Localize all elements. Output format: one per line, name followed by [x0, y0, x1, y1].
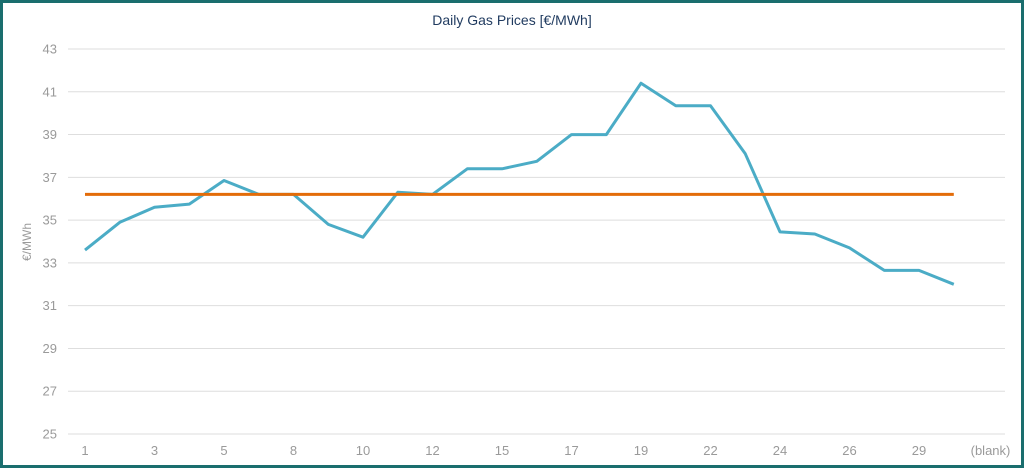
x-tick-label: 24 — [773, 443, 787, 458]
series-lines — [84, 81, 955, 286]
y-tick-label: 29 — [43, 341, 57, 356]
y-tick-label: 37 — [43, 170, 57, 185]
x-tick-label: 8 — [290, 443, 297, 458]
x-tick-label: 17 — [564, 443, 578, 458]
x-tick-label: 22 — [703, 443, 717, 458]
y-tick-label: 25 — [43, 427, 57, 442]
gridlines — [68, 48, 1005, 435]
chart-title: Daily Gas Prices [€/MWh] — [432, 12, 591, 28]
y-tick-label: 43 — [43, 42, 57, 57]
x-tick-label: 29 — [912, 443, 926, 458]
x-tick-label: 12 — [425, 443, 439, 458]
x-axis-ticks: 1 3 5 8 10 12 15 17 19 22 24 26 29 (blank) — [81, 443, 1010, 458]
y-axis-label: €/MWh — [20, 223, 34, 261]
x-tick-label: 10 — [356, 443, 370, 458]
y-tick-label: 35 — [43, 213, 57, 228]
y-tick-label: 31 — [43, 298, 57, 313]
x-tick-label: (blank) — [971, 443, 1011, 458]
y-tick-label: 39 — [43, 127, 57, 142]
x-tick-label: 15 — [495, 443, 509, 458]
daily-price-line — [84, 81, 955, 286]
y-axis-ticks: 25 27 29 31 33 35 37 39 41 43 — [43, 42, 57, 442]
x-tick-label: 3 — [151, 443, 158, 458]
x-tick-label: 19 — [634, 443, 648, 458]
y-tick-label: 27 — [43, 384, 57, 399]
x-tick-label: 5 — [220, 443, 227, 458]
x-tick-label: 26 — [842, 443, 856, 458]
x-tick-label: 1 — [81, 443, 88, 458]
y-tick-label: 41 — [43, 84, 57, 99]
y-tick-label: 33 — [43, 255, 57, 270]
